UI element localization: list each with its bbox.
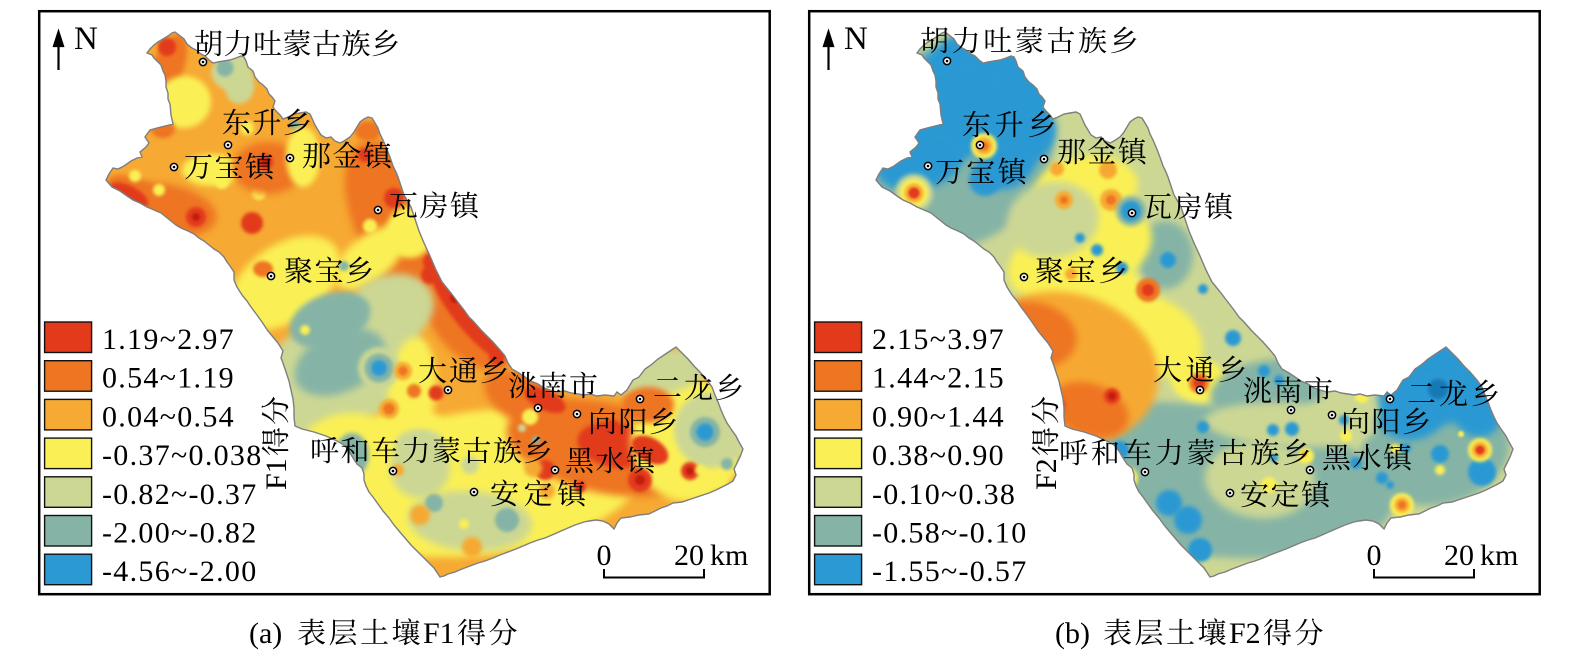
svg-text:1.19~2.97: 1.19~2.97: [102, 323, 235, 356]
svg-text:(a): (a): [249, 617, 282, 650]
svg-text:0.04~0.54: 0.04~0.54: [102, 400, 235, 433]
svg-text:-0.58~-0.10: -0.58~-0.10: [872, 517, 1028, 550]
svg-text:km: km: [710, 539, 748, 572]
svg-text:N: N: [74, 21, 98, 57]
svg-text:-4.56~-2.00: -4.56~-2.00: [102, 555, 258, 588]
svg-text:-2.00~-0.82: -2.00~-0.82: [102, 517, 258, 550]
svg-text:(b): (b): [1055, 617, 1090, 650]
svg-text:0.90~1.44: 0.90~1.44: [872, 400, 1005, 433]
svg-text:2.15~3.97: 2.15~3.97: [872, 323, 1005, 356]
svg-text:-0.82~-0.37: -0.82~-0.37: [102, 478, 258, 511]
svg-text:F1: F1: [260, 458, 293, 490]
svg-text:-0.37~0.038: -0.37~0.038: [102, 439, 263, 472]
svg-text:N: N: [844, 21, 868, 57]
svg-text:F2: F2: [1229, 617, 1261, 650]
svg-text:F2: F2: [1030, 458, 1063, 490]
svg-text:0: 0: [597, 539, 612, 572]
svg-text:F1: F1: [423, 617, 455, 650]
svg-text:0: 0: [1367, 539, 1382, 572]
svg-text:-0.10~0.38: -0.10~0.38: [872, 478, 1016, 511]
svg-text:0.54~1.19: 0.54~1.19: [102, 362, 235, 395]
svg-text:20: 20: [1444, 539, 1474, 572]
svg-text:0.38~0.90: 0.38~0.90: [872, 439, 1005, 472]
svg-text:20: 20: [674, 539, 704, 572]
svg-text:km: km: [1480, 539, 1518, 572]
svg-text:-1.55~-0.57: -1.55~-0.57: [872, 555, 1028, 588]
svg-text:1.44~2.15: 1.44~2.15: [872, 362, 1005, 395]
